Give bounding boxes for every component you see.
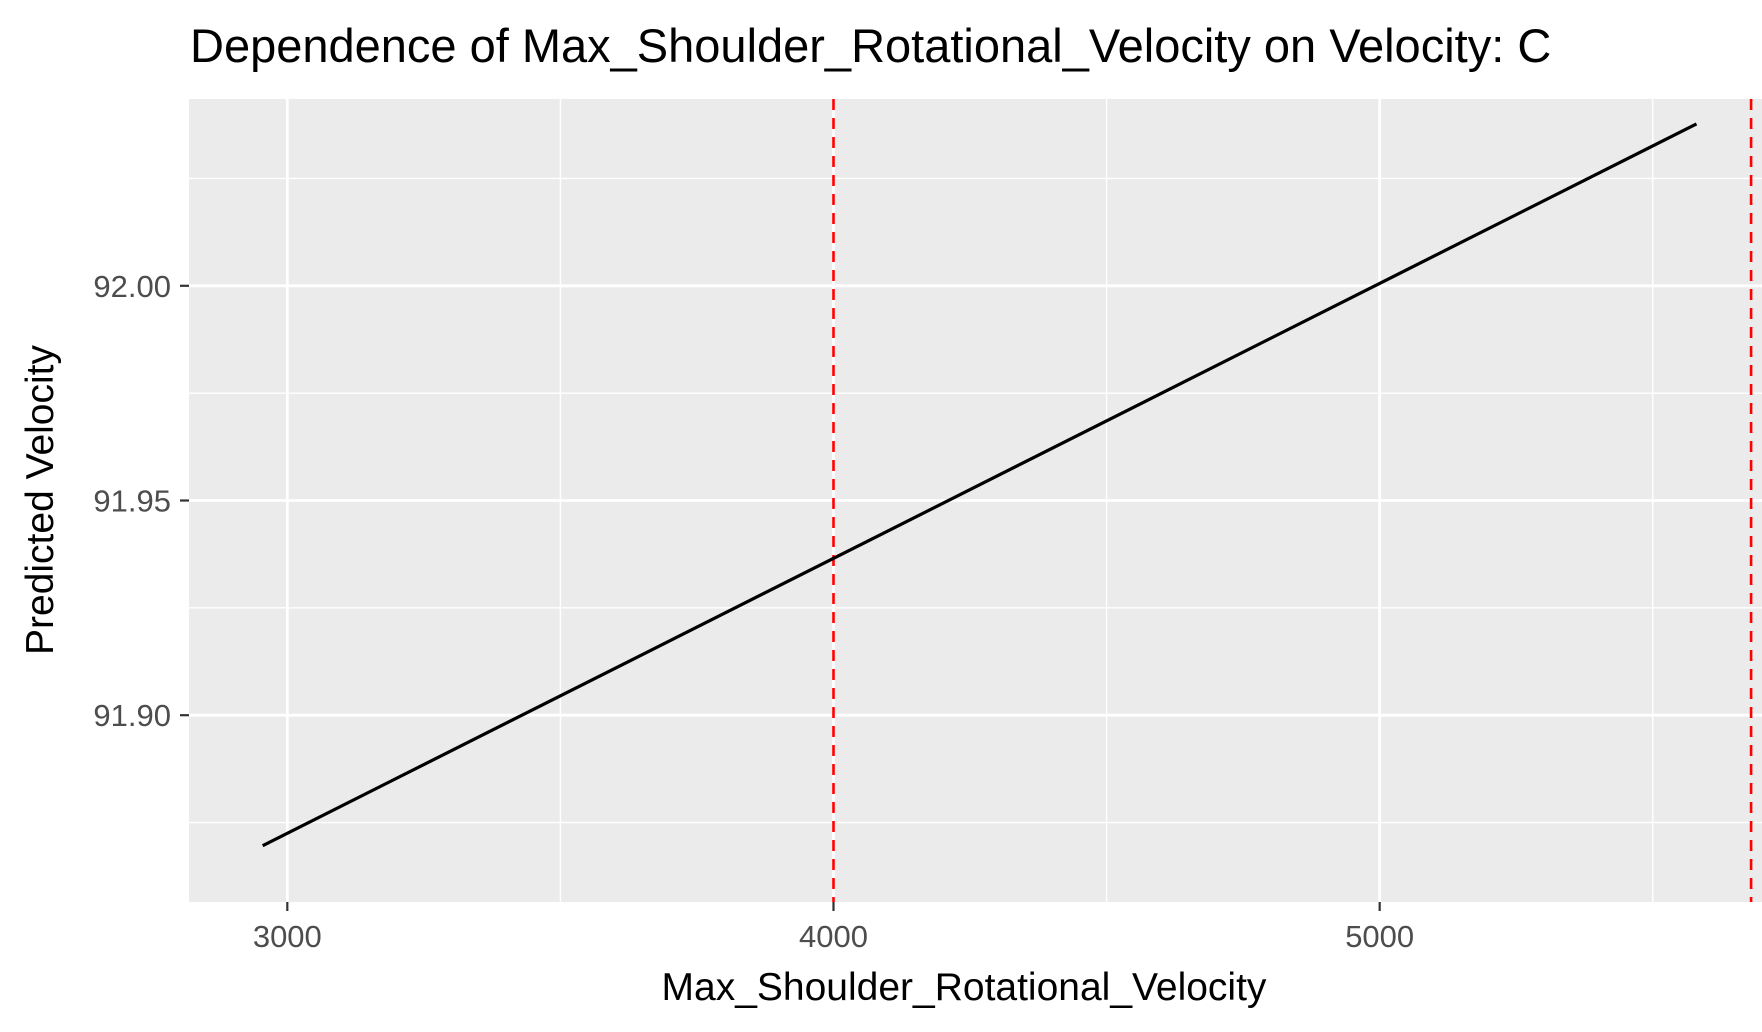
- reference-lines: [832, 99, 1753, 902]
- x-axis-title: Max_Shoulder_Rotational_Velocity: [662, 966, 1267, 1009]
- y-tick-label: 91.95: [93, 484, 171, 519]
- y-tick-label: 92.00: [93, 269, 171, 304]
- series-line: [261, 122, 1698, 848]
- series-layer: [261, 122, 1698, 848]
- chart-title: Dependence of Max_Shoulder_Rotational_Ve…: [190, 19, 1551, 72]
- x-axis: 3000 4000 5000: [253, 902, 1414, 954]
- x-tick-label: 4000: [799, 919, 868, 954]
- y-axis: 91.90 91.95 92.00: [93, 269, 189, 733]
- x-tick-label: 3000: [253, 919, 322, 954]
- y-tick-label: 91.90: [93, 698, 171, 733]
- y-axis-title: Predicted Velocity: [19, 345, 62, 656]
- x-tick-label: 5000: [1345, 919, 1414, 954]
